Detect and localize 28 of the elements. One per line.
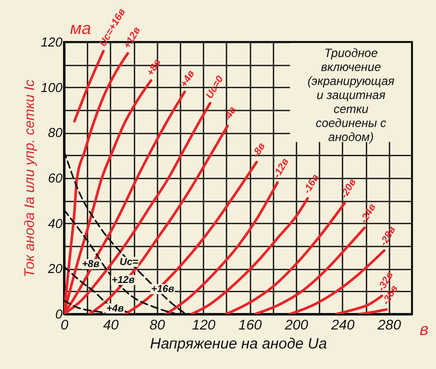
y-tick-label: 120 (40, 34, 64, 50)
x-axis-title: Напряжение на аноде Uа (150, 336, 327, 352)
y-tick-label: 80 (48, 125, 64, 140)
y-axis-title: Ток анода Iа или упр. сетки Iс (20, 80, 37, 278)
annotation: +16в (151, 284, 174, 296)
text: ма (70, 19, 92, 38)
y-tick-label: 100 (40, 80, 64, 95)
x-tick-label: 240 (330, 316, 355, 332)
x-tick-label: 160 (238, 316, 262, 332)
text: -4в (222, 104, 239, 124)
text: +4в (178, 68, 198, 90)
text: в (420, 320, 429, 339)
annotation: Триодное включение (экранирующая и защитная сетки соединены с анодом) (308, 46, 396, 144)
x-tick-label: 40 (103, 316, 119, 332)
x-tick-label: 120 (192, 316, 216, 332)
text: -8в (250, 141, 268, 160)
annotation: Uc= (120, 256, 138, 268)
x-tick-label: 280 (376, 316, 402, 332)
y-tick-label: 60 (48, 170, 64, 186)
x-tick-label: 80 (150, 316, 166, 332)
annotation: +4в (106, 303, 124, 314)
text: +8в (145, 57, 164, 78)
y-tick-label: 0 (55, 306, 64, 322)
annotation: +8в (82, 259, 100, 270)
annotation: +12в (112, 275, 135, 286)
x-tick-label: 200 (284, 316, 308, 332)
y-tick-label: 40 (48, 216, 64, 231)
y-tick-label: 20 (47, 261, 64, 276)
